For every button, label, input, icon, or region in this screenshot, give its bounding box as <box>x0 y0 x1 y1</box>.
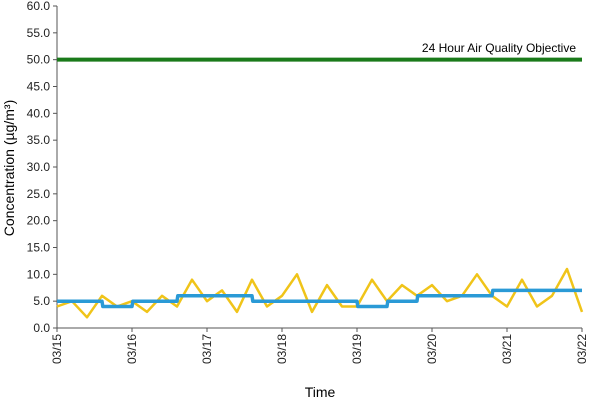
x-tick-label: 03/18 <box>275 334 289 364</box>
y-tick-label: 50.0 <box>27 53 51 67</box>
series-line-2 <box>57 288 582 309</box>
y-tick-label: 30.0 <box>27 160 51 174</box>
y-tick-label: 15.0 <box>27 241 51 255</box>
x-tick-label: 03/20 <box>425 334 439 364</box>
y-tick-label: 60.0 <box>27 0 51 13</box>
y-tick-label: 25.0 <box>27 187 51 201</box>
series-group <box>56 267 584 319</box>
series-line-1 <box>56 267 584 319</box>
x-tick-group: 03/15 03/16 03/17 03/18 03/19 03/20 03/21 03/22 <box>50 328 589 364</box>
y-axis-title: Concentration (µg/m³) <box>1 100 17 236</box>
objective-label: 24 Hour Air Quality Objective <box>422 41 576 55</box>
x-tick-label: 03/15 <box>50 334 64 364</box>
x-tick-label: 03/22 <box>575 334 589 364</box>
y-tick-label: 55.0 <box>27 26 51 40</box>
x-tick-label: 03/17 <box>200 334 214 364</box>
y-tick-label: 0.0 <box>33 321 50 335</box>
x-tick-label: 03/21 <box>500 334 514 364</box>
y-tick-label: 35.0 <box>27 133 51 147</box>
y-tick-label: 10.0 <box>27 267 51 281</box>
y-tick-group: 0.0 5.0 10.0 15.0 20.0 25.0 30.0 35.0 40.0 45.0 50… <box>27 0 57 335</box>
x-tick-label: 03/16 <box>125 334 139 364</box>
y-tick-label: 40.0 <box>27 106 51 120</box>
x-tick-label: 03/19 <box>350 334 364 364</box>
y-tick-label: 5.0 <box>33 294 50 308</box>
x-axis-title: Time <box>305 384 336 400</box>
y-tick-label: 45.0 <box>27 80 51 94</box>
y-tick-label: 20.0 <box>27 214 51 228</box>
